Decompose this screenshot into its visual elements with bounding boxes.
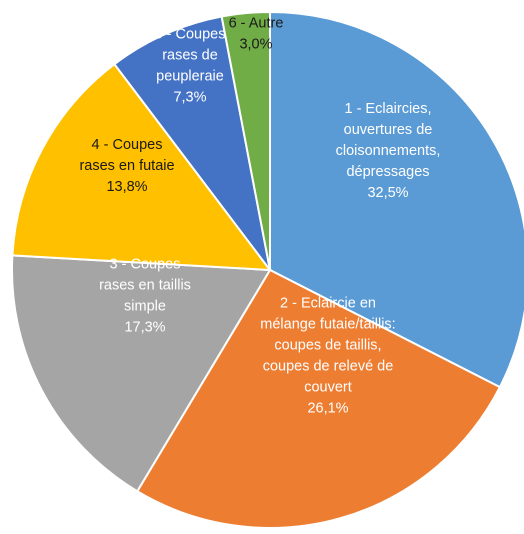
pie-slice-label-line: simple (124, 299, 166, 315)
pie-slice-label-line: cloisonnements, (336, 143, 441, 159)
pie-slice-label-line: 32,5% (367, 185, 408, 201)
pie-slices (11, 10, 524, 529)
pie-slice-label-line: 1 - Eclaircies, (344, 101, 431, 117)
pie-slice-label-line: 4 - Coupes (92, 137, 163, 153)
pie-slice-label-line: dépressages (346, 164, 429, 180)
pie-slice-3 (11, 254, 272, 493)
pie-slice-label-line: mélange futaie/taillis: (260, 317, 395, 333)
pie-slice-label-2: 2 - Eclaircie en mélange futaie/taillis: c… (260, 296, 395, 417)
pie-slice-label-line: 3,0% (239, 37, 272, 53)
pie-slice-label-3: 3 - Coupes rases en taillis simple 17,3% (99, 257, 191, 336)
pie-labels: 1 - Eclaircies, ouvertures de cloisonnemen… (79, 16, 440, 417)
pie-slice-6 (220, 10, 271, 271)
pie-slice-label-line: 5 - Coupes (155, 27, 226, 43)
pie-slice-label-line: rases en taillis (99, 278, 191, 294)
pie-slice-4 (11, 62, 273, 272)
pie-slice-label-line: coupes de relevé de (263, 359, 394, 375)
pie-slice-2 (135, 268, 502, 529)
pie-slice-label-line: rases de (162, 48, 218, 64)
pie-slice-label-4: 4 - Coupes rases en futaie 13,8% (79, 137, 174, 195)
pie-slice-label-line: 17,3% (124, 320, 165, 336)
pie-slice-label-6: 6 - Autre 3,0% (229, 16, 284, 53)
pie-slice-label-line: couvert (304, 380, 352, 396)
pie-slice-label-line: 2 - Eclaircie en (280, 296, 376, 312)
pie-slice-label-line: 3 - Coupes (110, 257, 181, 273)
pie-slice-1 (269, 10, 524, 389)
pie-slice-label-line: 26,1% (307, 401, 348, 417)
pie-slice-label-line: coupes de taillis, (274, 338, 381, 354)
pie-slice-label-line: rases en futaie (79, 158, 174, 174)
pie-slice-label-line: 13,8% (106, 179, 147, 195)
pie-slice-label-line: peupleraie (156, 69, 224, 85)
pie-slice-label-1: 1 - Eclaircies, ouvertures de cloisonnemen… (336, 101, 441, 201)
pie-slice-label-5: 5 - Coupes rases de peupleraie 7,3% (155, 27, 226, 106)
pie-slice-label-line: ouvertures de (344, 122, 433, 138)
pie-slice-5 (113, 15, 271, 271)
pie-slice-label-line: 7,3% (173, 90, 206, 106)
pie-slice-label-line: 6 - Autre (229, 16, 284, 32)
